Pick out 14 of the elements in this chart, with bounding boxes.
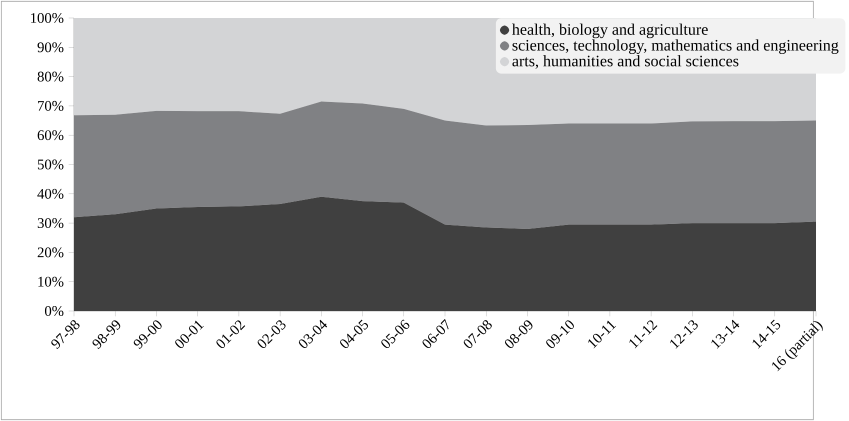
y-tick-label: 10% — [38, 276, 64, 287]
y-tick-label: 0% — [44, 306, 64, 316]
legend-label: sciences, technology, mathematics and engineering — [512, 39, 838, 54]
legend-label: health, biology and agriculture — [512, 24, 708, 38]
y-tick-label: 20% — [38, 247, 64, 258]
y-tick-label: 40% — [37, 188, 64, 199]
y-tick-label: 50% — [38, 160, 64, 170]
y-tick-label: 100% — [31, 13, 64, 23]
y-tick-label: 60% — [38, 130, 64, 140]
y-tick-label: 30% — [38, 218, 64, 228]
y-tick-label: 70% — [38, 100, 64, 111]
y-tick-label: 80% — [38, 72, 64, 82]
legend-label: arts, humanities and social sciences — [512, 55, 738, 69]
y-tick-label: 90% — [38, 42, 64, 52]
